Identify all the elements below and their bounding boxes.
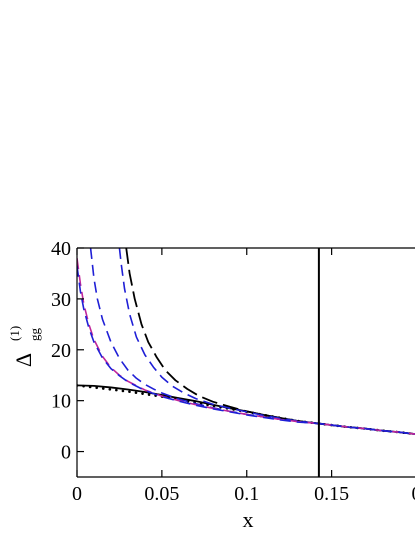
x-tick-label-3: 0.15: [314, 483, 349, 505]
y-axis-label-subscript: gg: [27, 328, 42, 342]
y-axis-label-main: Δ: [11, 353, 36, 367]
y-tick-label-4: 40: [51, 238, 71, 260]
x-tick-label-4: 0: [412, 483, 415, 505]
y-tick-label-1: 10: [51, 391, 71, 413]
ticks-layer: [76, 247, 333, 477]
plot-frame: [76, 247, 415, 478]
y-tick-label-0: 0: [61, 442, 71, 464]
x-tick-label-0: 0: [72, 483, 82, 505]
svg-text:Δ: Δ: [11, 353, 36, 367]
series-line-6: [77, 265, 415, 435]
y-tick-label-2: 20: [51, 340, 71, 362]
series-line-1: [77, 384, 415, 436]
series-line-3: [118, 248, 415, 435]
series-line-4: [89, 248, 415, 435]
series-line-2: [125, 248, 415, 435]
y-axis-label-superscript: (1): [7, 326, 22, 341]
series-layer: [77, 248, 415, 436]
x-axis-label: x: [243, 507, 254, 532]
x-tick-label-2: 0.1: [234, 483, 259, 505]
x-tick-label-1: 0.05: [144, 483, 179, 505]
tick-labels: 00.050.10.150010203040: [51, 238, 415, 505]
series-line-0: [77, 384, 415, 435]
series-line-5: [77, 258, 415, 435]
y-tick-label-3: 30: [51, 289, 71, 311]
y-axis-label: Δ (1) gg: [7, 326, 42, 367]
